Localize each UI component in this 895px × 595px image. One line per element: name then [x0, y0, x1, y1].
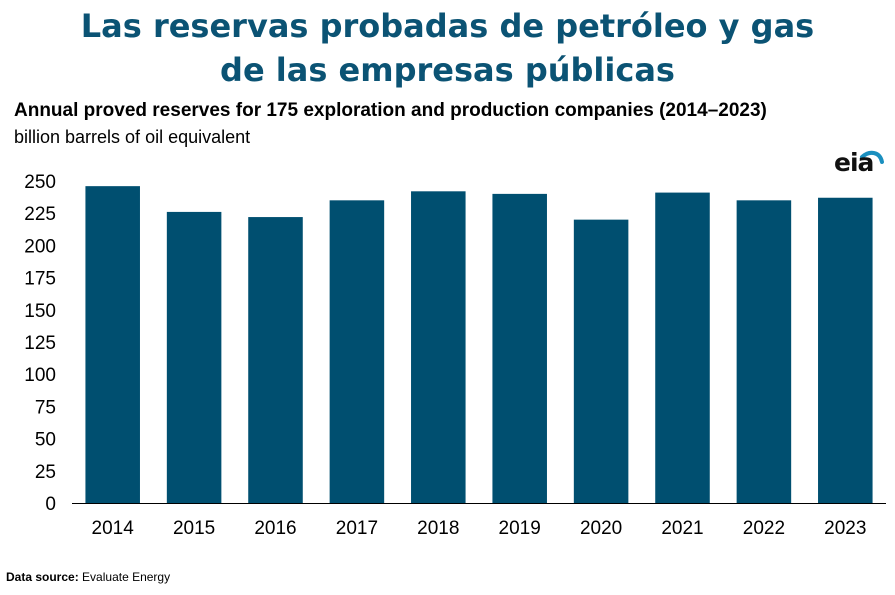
y-tick-label: 250: [24, 172, 56, 193]
bar-2014: [85, 186, 140, 504]
data-source-label: Data source:: [6, 570, 79, 584]
y-tick-label: 125: [24, 333, 56, 354]
bar-2019: [492, 193, 547, 503]
eia-logo-text: eia: [834, 148, 874, 177]
headline: Las reservas probadas de petróleo y gas …: [0, 4, 895, 92]
y-axis-ticks: 0 25 50 75 100 125 150 175 200 225 250: [24, 172, 56, 515]
x-axis-ticks: 2014 2015 2016 2017 2018 2019 2020 2021 2022 2023: [92, 518, 867, 539]
x-tick-label-2014: 2014: [92, 518, 135, 539]
eia-swoosh-icon: [860, 150, 884, 164]
bar-2015: [166, 211, 222, 504]
y-tick-label: 0: [45, 494, 56, 515]
bar-2022: [736, 200, 792, 503]
bar-2017: [329, 200, 385, 503]
x-tick-label-2017: 2017: [336, 518, 378, 539]
x-tick-label-2016: 2016: [254, 518, 296, 539]
data-source-value: Evaluate Energy: [82, 570, 171, 584]
y-tick-label: 25: [35, 462, 56, 483]
y-tick-label: 225: [24, 204, 56, 225]
x-tick-label-2018: 2018: [417, 518, 459, 539]
bar-2021: [655, 192, 710, 504]
y-tick-label: 150: [24, 301, 56, 322]
y-tick-label: 200: [24, 236, 56, 257]
eia-logo: eia: [832, 148, 884, 184]
headline-line-1: Las reservas probadas de petróleo y gas: [80, 7, 815, 45]
x-tick-label-2015: 2015: [173, 518, 215, 539]
y-tick-label: 175: [24, 269, 56, 290]
y-tick-label: 50: [35, 430, 56, 451]
y-tick-label: 100: [24, 365, 56, 386]
bar-2016: [248, 217, 303, 503]
x-tick-label-2022: 2022: [743, 518, 785, 539]
x-tick-label-2023: 2023: [824, 518, 866, 539]
headline-line-2: de las empresas públicas: [220, 51, 675, 89]
data-source: Data source: Evaluate Energy: [6, 570, 170, 584]
y-tick-label: 75: [35, 397, 56, 418]
bar-2020: [573, 219, 629, 503]
bars: [85, 186, 873, 504]
bar-2023: [818, 197, 873, 503]
bar-2018: [411, 191, 466, 503]
chart-title: Annual proved reserves for 175 explorati…: [14, 100, 767, 121]
chart-units: billion barrels of oil equivalent: [14, 127, 251, 147]
x-tick-label-2020: 2020: [580, 518, 622, 539]
x-tick-label-2021: 2021: [661, 518, 703, 539]
x-tick-label-2019: 2019: [499, 518, 541, 539]
